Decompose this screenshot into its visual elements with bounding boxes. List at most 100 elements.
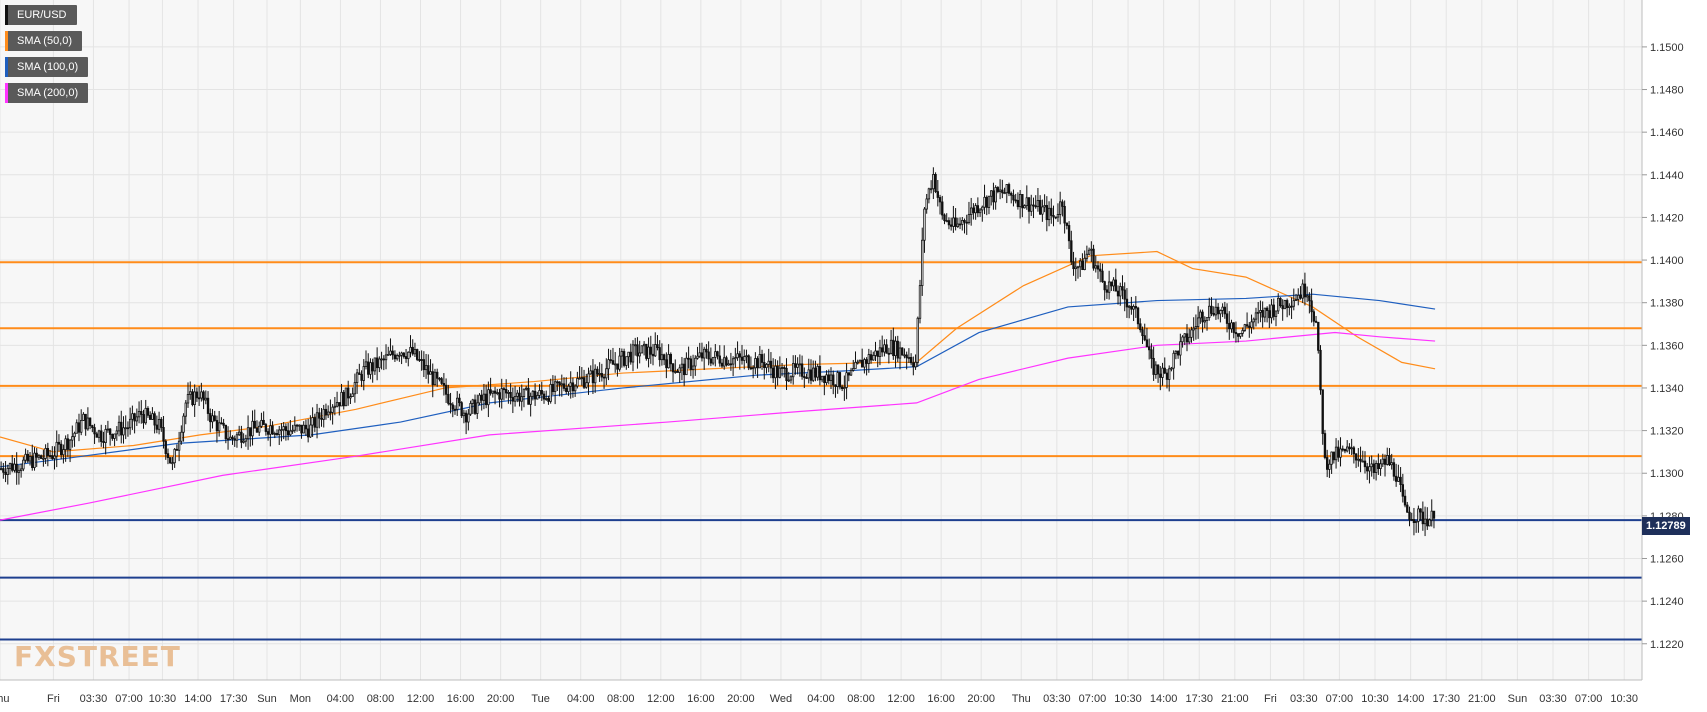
legend-swatch	[5, 31, 8, 51]
chart-legend: EUR/USD SMA (50,0) SMA (100,0) SMA (200,…	[5, 5, 89, 103]
x-tick-label: 07:00	[1079, 693, 1107, 705]
candle-body	[1201, 311, 1204, 323]
candle-body	[662, 354, 666, 361]
candle-body	[591, 370, 595, 384]
candle-body	[238, 431, 241, 436]
candle-body	[278, 429, 281, 435]
candle-body	[1319, 349, 1322, 391]
candle-body	[967, 214, 971, 224]
candle-body	[694, 357, 697, 367]
candle-body	[787, 379, 790, 382]
candle-body	[1096, 265, 1100, 270]
candle-body	[342, 391, 345, 407]
x-tick-label: 20:00	[487, 693, 515, 705]
candle-body	[1430, 510, 1433, 521]
candle-body	[451, 404, 454, 410]
legend-item-sma-100[interactable]: SMA (100,0)	[5, 57, 89, 77]
candle-body	[1410, 519, 1413, 521]
x-tick-label: 20:00	[967, 693, 995, 705]
candle-body	[1250, 321, 1253, 328]
candle-body	[293, 424, 296, 431]
candle-body	[1308, 295, 1311, 302]
legend-item-eurusd[interactable]: EUR/USD	[5, 5, 77, 25]
candle-body	[104, 428, 107, 443]
candle-body	[44, 448, 47, 459]
candle-body	[869, 354, 873, 361]
candle-body	[318, 412, 321, 419]
candle-body	[600, 373, 604, 378]
candle-body	[1074, 266, 1077, 270]
candle-body	[836, 372, 839, 387]
candle-body	[1312, 311, 1316, 322]
candle-body	[1112, 279, 1115, 287]
candle-body	[571, 382, 575, 392]
candle-body	[395, 355, 399, 360]
candle-body	[140, 410, 143, 415]
candle-body	[173, 448, 176, 464]
candle-body	[244, 438, 248, 442]
legend-swatch	[5, 83, 8, 103]
candle-body	[551, 383, 555, 392]
candle-body	[496, 392, 499, 395]
candle-body	[240, 431, 243, 443]
candle-body	[260, 419, 263, 427]
candles	[0, 167, 1436, 537]
candle-body	[800, 363, 804, 377]
candle-body	[1139, 323, 1142, 331]
candle-body	[727, 363, 730, 366]
x-tick-label: 10:30	[1114, 693, 1142, 705]
candle-body	[976, 205, 980, 214]
candle-body	[37, 455, 41, 458]
candle-body	[987, 195, 991, 208]
candle-body	[255, 427, 259, 433]
candle-body	[1170, 367, 1173, 370]
candle-body	[970, 207, 973, 215]
candle-body	[124, 427, 127, 430]
legend-item-sma-50[interactable]: SMA (50,0)	[5, 31, 83, 51]
candle-body	[860, 359, 864, 368]
candle-body	[587, 373, 590, 384]
candle-body	[209, 413, 212, 423]
candle-body	[625, 356, 628, 366]
candle-body	[682, 363, 686, 376]
legend-label: EUR/USD	[17, 9, 67, 21]
candle-body	[678, 367, 681, 373]
candle-body	[1183, 333, 1186, 338]
candle-body	[785, 367, 788, 381]
candle-body	[235, 434, 239, 441]
candle-body	[1372, 463, 1376, 473]
candle-body	[783, 367, 786, 369]
candle-body	[1081, 260, 1084, 271]
candle-body	[1099, 268, 1102, 272]
candle-body	[387, 354, 390, 356]
candle-body	[998, 189, 1002, 192]
candle-body	[151, 413, 154, 420]
candle-body	[923, 208, 926, 241]
candle-body	[887, 352, 891, 355]
candle-body	[1076, 266, 1080, 269]
candle-body	[1419, 508, 1422, 513]
candle-body	[402, 352, 406, 357]
candle-body	[714, 351, 717, 358]
candle-body	[415, 349, 419, 360]
candle-body	[674, 371, 677, 373]
candle-body	[691, 365, 695, 370]
candle-body	[1043, 205, 1046, 208]
candle-body	[527, 387, 530, 405]
candle-body	[1052, 215, 1055, 218]
candle-body	[1392, 462, 1396, 477]
candle-body	[1377, 463, 1380, 469]
candle-body	[258, 425, 261, 433]
candle-body	[540, 390, 543, 395]
candle-body	[827, 374, 830, 381]
candle-body	[703, 348, 706, 359]
candle-body	[573, 385, 577, 392]
candle-body	[992, 190, 995, 203]
candle-body	[622, 351, 626, 366]
legend-item-sma-200[interactable]: SMA (200,0)	[5, 83, 89, 103]
candle-body	[1070, 240, 1073, 263]
candle-body	[302, 424, 305, 434]
candle-body	[462, 412, 466, 417]
candle-body	[533, 390, 537, 400]
